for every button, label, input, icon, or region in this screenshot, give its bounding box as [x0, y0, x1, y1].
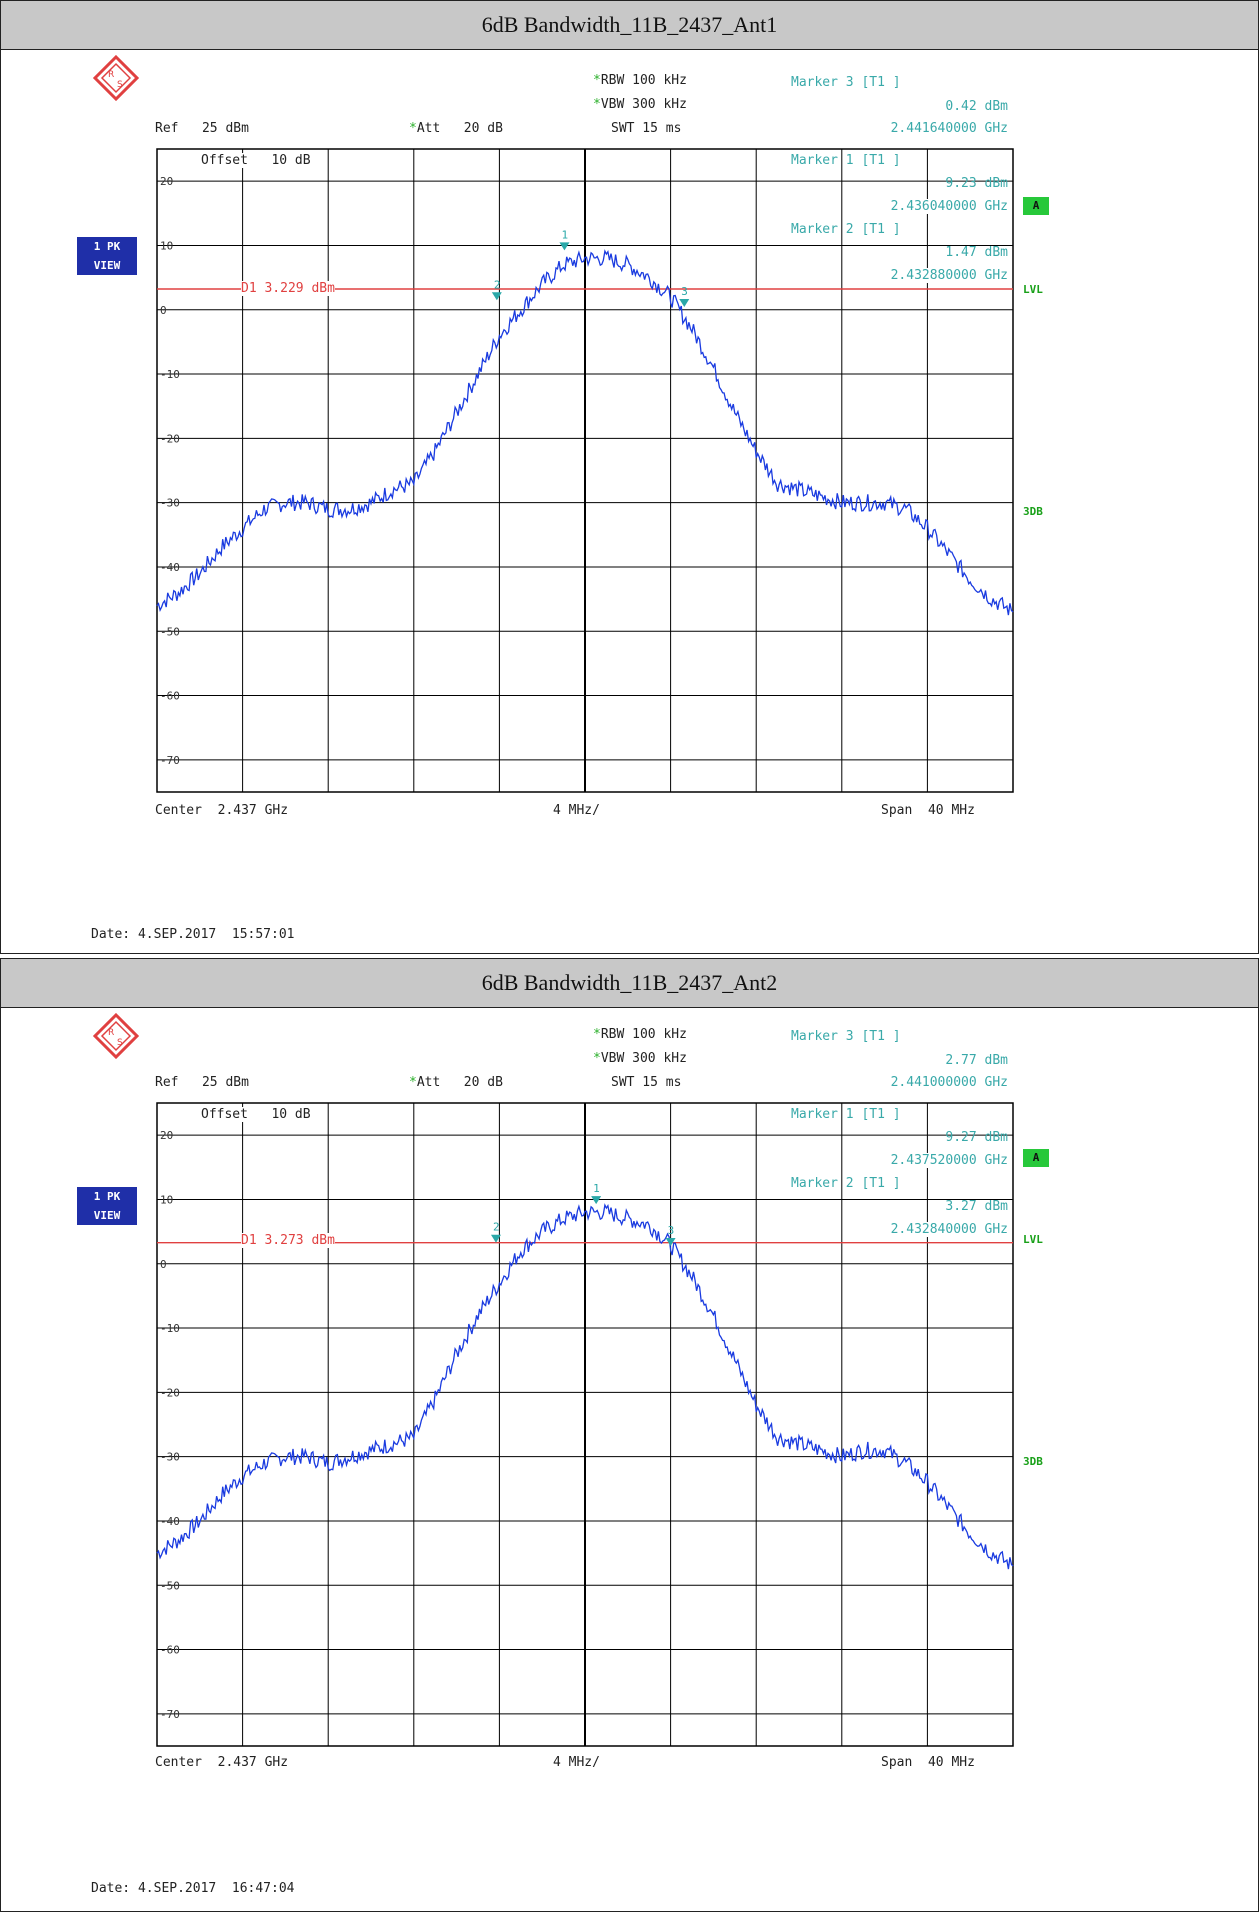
y-tick-label: 0: [160, 1258, 167, 1271]
3db-label: 3DB: [1023, 505, 1043, 518]
spectrum-plot-2: 20 10 0 -10 -20 -30 -40 -50 -60 -70 1 2 3: [156, 1102, 1014, 1747]
marker-triangle: [679, 299, 690, 308]
lvl-label: LVL: [1023, 1233, 1043, 1246]
marker3-level: 0.42 dBm: [945, 99, 1008, 114]
y-tick-label: -60: [160, 690, 180, 703]
marker3-level: 2.77 dBm: [945, 1053, 1008, 1068]
capture-date: Date: 4.SEP.2017 16:47:04: [91, 1881, 295, 1896]
marker2-freq: 2.432840000 GHz: [890, 1222, 1008, 1237]
svg-text:S: S: [117, 1038, 123, 1048]
y-tick-label: -40: [160, 1515, 180, 1528]
capture-date: Date: 4.SEP.2017 15:57:01: [91, 927, 295, 942]
marker-label: 3: [668, 1224, 675, 1237]
y-tick-label: -10: [160, 1322, 180, 1335]
y-tick-label: -10: [160, 368, 180, 381]
svg-text:R: R: [108, 70, 114, 80]
spectrum-panel-2: 6dB Bandwidth_11B_2437_Ant2 R S *RBW 100…: [0, 958, 1259, 1912]
marker-label: 1: [593, 1182, 600, 1195]
marker-triangle: [490, 1234, 501, 1243]
panel-title: 6dB Bandwidth_11B_2437_Ant1: [1, 1, 1258, 50]
lvl-label: LVL: [1023, 283, 1043, 296]
marker2-title: Marker 2 [T1 ]: [791, 1176, 901, 1191]
marker1-freq: 2.436040000 GHz: [890, 199, 1008, 214]
y-tick-label: -20: [160, 432, 180, 445]
offset-readout: Offset 10 dB: [201, 1107, 311, 1122]
center-frequency: Center 2.437 GHz: [155, 803, 289, 818]
marker-label: 2: [493, 1221, 500, 1234]
marker1-level: 9.27 dBm: [945, 1130, 1008, 1145]
rbw-readout: *RBW 100 kHz: [593, 1027, 687, 1042]
y-tick-label: 10: [160, 239, 173, 252]
freq-per-div: 4 MHz/: [553, 1755, 600, 1770]
marker-triangle: [559, 242, 570, 251]
svg-text:R: R: [108, 1028, 114, 1038]
y-tick-label: -50: [160, 1579, 180, 1592]
marker2-level: 3.27 dBm: [945, 1199, 1008, 1214]
spectrum-trace: [156, 1203, 1014, 1570]
freq-per-div: 4 MHz/: [553, 803, 600, 818]
marker-label: 1: [561, 228, 568, 241]
y-tick-label: -20: [160, 1386, 180, 1399]
marker2-title: Marker 2 [T1 ]: [791, 222, 901, 237]
spectrum-panel-1: 6dB Bandwidth_11B_2437_Ant1 R S *RBW 100…: [0, 0, 1259, 954]
rohde-schwarz-logo-icon: R S: [93, 1013, 139, 1059]
marker3-title: Marker 3 [T1 ]: [791, 75, 901, 90]
y-tick-label: -50: [160, 625, 180, 638]
trace-mode-box: 1 PK VIEW: [77, 1187, 137, 1225]
attenuation: *Att 20 dB: [409, 121, 503, 136]
marker-triangle: [591, 1196, 602, 1205]
y-tick-label: -40: [160, 561, 180, 574]
marker-label: 2: [494, 278, 501, 291]
marker2-freq: 2.432880000 GHz: [890, 268, 1008, 283]
attenuation: *Att 20 dB: [409, 1075, 503, 1090]
y-tick-label: -70: [160, 754, 180, 767]
y-tick-label: -60: [160, 1644, 180, 1657]
marker3-freq: 2.441000000 GHz: [890, 1075, 1008, 1090]
display-line-label: D1 3.273 dBm: [241, 1233, 335, 1248]
marker-active-badge: A: [1023, 197, 1049, 215]
marker-label: 3: [681, 285, 688, 298]
ref-level: Ref 25 dBm: [155, 121, 249, 136]
marker1-level: 9.23 dBm: [945, 176, 1008, 191]
3db-label: 3DB: [1023, 1455, 1043, 1468]
rbw-readout: *RBW 100 kHz: [593, 73, 687, 88]
swt-readout: SWT 15 ms: [611, 121, 682, 136]
panel-title: 6dB Bandwidth_11B_2437_Ant2: [1, 959, 1258, 1008]
vbw-readout: *VBW 300 kHz: [593, 97, 687, 112]
y-tick-label: 0: [160, 304, 167, 317]
span-readout: Span 40 MHz: [881, 1755, 975, 1770]
swt-readout: SWT 15 ms: [611, 1075, 682, 1090]
y-tick-label: 20: [160, 1129, 173, 1142]
marker-active-badge: A: [1023, 1149, 1049, 1167]
spectrum-trace: [156, 249, 1014, 616]
ref-level: Ref 25 dBm: [155, 1075, 249, 1090]
rohde-schwarz-logo-icon: R S: [93, 55, 139, 101]
spectrum-plot-1: 20 10 0 -10 -20 -30 -40 -50 -60 -70 1 2 3: [156, 148, 1014, 793]
vbw-readout: *VBW 300 kHz: [593, 1051, 687, 1066]
y-tick-label: 20: [160, 175, 173, 188]
y-tick-label: -30: [160, 1451, 180, 1464]
center-frequency: Center 2.437 GHz: [155, 1755, 289, 1770]
marker1-freq: 2.437520000 GHz: [890, 1153, 1008, 1168]
y-tick-label: 10: [160, 1193, 173, 1206]
marker1-title: Marker 1 [T1 ]: [791, 1107, 901, 1122]
marker3-title: Marker 3 [T1 ]: [791, 1029, 901, 1044]
svg-text:S: S: [117, 80, 123, 90]
y-tick-label: -70: [160, 1708, 180, 1721]
marker3-freq: 2.441640000 GHz: [890, 121, 1008, 136]
marker-triangle: [665, 1237, 676, 1246]
marker1-title: Marker 1 [T1 ]: [791, 153, 901, 168]
span-readout: Span 40 MHz: [881, 803, 975, 818]
marker2-level: 1.47 dBm: [945, 245, 1008, 260]
offset-readout: Offset 10 dB: [201, 153, 311, 168]
trace-mode-box: 1 PK VIEW: [77, 237, 137, 275]
y-tick-label: -30: [160, 497, 180, 510]
display-line-label: D1 3.229 dBm: [241, 281, 335, 296]
marker-triangle: [491, 292, 502, 301]
